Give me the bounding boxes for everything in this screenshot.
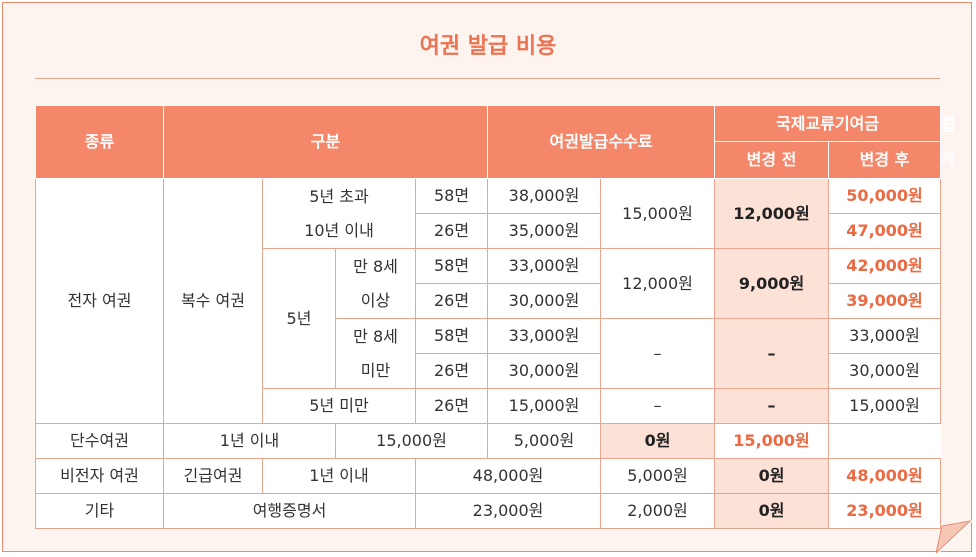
row: 기타 여행증명서 23,000원 2,000원 0원 23,000원 [35,493,942,529]
cell: 33,000원 [487,248,602,284]
cell: 26면 [414,283,489,319]
cell: 58면 [414,178,489,214]
cell: 5년 [262,248,336,389]
header-cell: 종류 [35,105,164,179]
row: 단수여권 1년 이내 15,000원 5,000원 0원 15,000원 [35,423,941,459]
header-cell: 국제교류기여금 [714,105,942,142]
cell: 12,000원 [714,178,830,249]
row: 26면 35,000원 47,000원 [36,213,942,249]
cell: 1년 이내 [163,423,336,459]
cell: 0원 [600,423,716,459]
cell: 48,000원 [414,458,602,494]
cell: 15,000원 [828,388,942,424]
cell: 50,000원 [828,178,942,214]
cell: 30,000원 [487,353,602,389]
cell: 23,000원 [828,493,942,529]
cell: 1년 이내 [262,458,416,494]
cell: 26면 [414,213,489,249]
cell: 23,000원 [414,493,602,529]
row: 26면 30,000원 30,000원 [36,353,942,389]
cell: 15,000원 [714,423,830,459]
cell: 5년 초과 10년 이내 [262,178,416,249]
cell: 0원 [714,493,830,529]
cell: 58면 [414,318,489,354]
cell: 38,000원 [487,178,602,214]
cell: 48,000원 [828,458,942,494]
cell: 긴급여권 [163,458,263,494]
header-cell: 여권발급수수료 [487,105,716,179]
row: 전자 여권 복수 여권 5년 초과 10년 이내 58면 38,000원 15,… [35,178,942,424]
row: 비전자 여권 긴급여권 1년 이내 48,000원 5,000원 0원 48,0… [35,458,942,494]
cell: 5,000원 [600,458,716,494]
cell: 15,000원 [487,388,602,424]
cell: – [714,318,830,389]
row: 5년 만 8세 이상 58면 33,000원 12,000원 9,000원 42… [36,248,942,389]
cell: 12,000원 [600,248,716,319]
cell: 30,000원 [487,283,602,319]
cell: – [600,388,716,424]
cell: 단수여권 [35,423,164,459]
cell: 기타 [35,493,164,529]
cell: 5,000원 [487,423,602,459]
folded-corner [936,520,972,554]
cell: 35,000원 [487,213,602,249]
cell: 58면 [414,248,489,284]
header-cell: 변경 후 [828,141,942,179]
cell: 33,000원 [487,318,602,354]
cell: 0원 [714,458,830,494]
cell: 26면 [414,353,489,389]
header-cell: 변경 전 [714,141,830,179]
cell: 5년 미만 [262,388,416,424]
fee-table: 종류 구분 여권발급수수료 국제교류기여금 합계 변경 전 변경 후 전자 여권… [35,105,956,529]
cell: 33,000원 [828,318,942,354]
cell: – [600,318,716,389]
header-cell: 구분 [162,105,489,179]
cell: 비전자 여권 [35,458,164,494]
divider [35,78,940,79]
row: 5년 미만 26면 15,000원 – – 15,000원 [36,388,942,424]
cell: 42,000원 [828,248,942,284]
cell: 복수 여권 [163,178,263,424]
cell: 2,000원 [600,493,716,529]
cell: 30,000원 [828,353,942,389]
cell: – [714,388,830,424]
cell: 전자 여권 [35,178,164,424]
cell: 여행증명서 [163,493,416,529]
header-row: 종류 구분 여권발급수수료 국제교류기여금 합계 [35,105,956,179]
cell: 15,000원 [334,423,489,459]
cell: 39,000원 [828,283,942,319]
cell: 26면 [414,388,489,424]
cell: 9,000원 [714,248,830,319]
cell: 15,000원 [600,178,716,249]
title: 여권 발급 비용 [419,34,557,59]
cell: 만 8세 미만 [335,318,416,389]
cell: 만 8세 이상 [335,248,416,319]
row: 만 8세 미만 58면 33,000원 – – 33,000원 [36,318,942,389]
cell: 47,000원 [828,213,942,249]
